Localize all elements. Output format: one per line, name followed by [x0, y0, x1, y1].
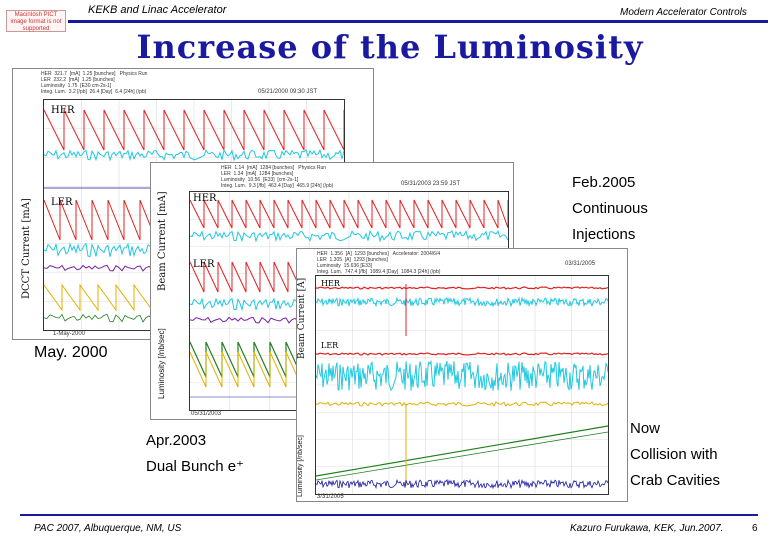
footer-rule: [20, 514, 758, 516]
caption-now-line-2: Collision with: [630, 446, 718, 463]
caption-now: Now Collision with Crab Cavities: [630, 416, 720, 494]
caption-now-line-3: Crab Cavities: [630, 472, 721, 489]
plot-2005-ylabel2: Luminosity [/nb/sec]: [297, 435, 304, 497]
footer-conference: PAC 2007, Albuquerque, NM, US: [34, 523, 182, 534]
plot-2005-area: [315, 275, 609, 495]
plot-2005-ylabel: Beam Current [A]: [297, 277, 307, 359]
plot-2000-ylabel: DCCT Current [mA]: [21, 198, 32, 299]
plot-2003-date: 05/31/2003 23:59 JST: [401, 181, 461, 187]
caption-feb2005-line-1: Feb.2005: [572, 174, 636, 191]
ler-lifetime-trace: [316, 359, 608, 392]
her-lifetime-trace: [190, 229, 508, 243]
footer-author: Kazuro Furukawa, KEK, Jun.2007.: [570, 523, 724, 534]
plot-2000-date: 05/21/2000 09:30 JST: [258, 89, 318, 95]
plot-2005-info: HER 1.356 [A] 1293 [bunches] Accelerator…: [317, 251, 441, 275]
her-current-trace: [44, 109, 344, 151]
header-left-title: KEKB and Linac Accelerator: [88, 4, 227, 16]
caption-now-line-1: Now: [630, 420, 661, 437]
plot-2005-ler-label: LER: [321, 341, 339, 350]
her-current-trace: [190, 199, 508, 229]
luminosity-trace: [316, 401, 608, 407]
caption-feb2005-line-2: Continuous: [572, 200, 648, 217]
plot-2005: HER 1.356 [A] 1293 [bunches] Accelerator…: [296, 248, 628, 502]
caption-feb2005-line-3: Injections: [572, 226, 636, 243]
plot-2000-time-label: 1-May-2000: [53, 331, 86, 337]
caption-may2000: May. 2000: [34, 344, 108, 361]
her-lifetime-trace: [44, 148, 344, 162]
page-title: Increase of the Luminosity: [136, 28, 644, 66]
pict-placeholder-logo: Macintosh PICT image format is not suppo…: [6, 10, 66, 32]
her-lifetime-trace: [316, 296, 608, 308]
plot-2000-her-label: HER: [51, 105, 75, 116]
plot-2003-her-label: HER: [193, 193, 217, 204]
plot-2000-ler-label: LER: [51, 197, 73, 208]
plot-2005-time-label: 3/31/2005: [317, 494, 344, 500]
plot-2003-ler-label: LER: [193, 259, 215, 270]
header-right-title: Modern Accelerator Controls: [620, 7, 747, 18]
header-rule: [68, 20, 768, 23]
her-current-trace: [316, 286, 608, 290]
caption-feb2005: Feb.2005 Continuous Injections: [572, 170, 648, 248]
plot-2003-time-label: 05/31/2003: [191, 411, 222, 417]
plot-2005-svg: [316, 276, 608, 494]
integrated-luminosity-trace: [316, 425, 608, 477]
plot-2003-info: HER 1.14 [mA] 1284 [bunches] Physics Run…: [221, 165, 334, 189]
plot-2003-ylabel: Beam Current [mA]: [157, 191, 168, 291]
plot-2005-date: 03/31/2005: [565, 261, 596, 267]
integrated-luminosity-trace-2: [316, 431, 608, 481]
caption-apr2003-line-1: Apr.2003: [146, 432, 207, 449]
plot-2000-info: HER 321.7 [mA] 1.25 [bunches] Physics Ru…: [41, 71, 148, 95]
plot-2003-ylabel2: Luminosity [/nb/sec]: [157, 328, 166, 399]
plot-2005-her-label: HER: [321, 279, 340, 288]
caption-apr2003-line-2: Dual Bunch e⁺: [146, 458, 244, 475]
bottom-noise-trace: [316, 478, 608, 490]
page-number: 6: [752, 523, 758, 534]
caption-apr2003: Apr.2003 Dual Bunch e⁺: [146, 428, 244, 480]
ler-current-trace: [316, 352, 608, 356]
